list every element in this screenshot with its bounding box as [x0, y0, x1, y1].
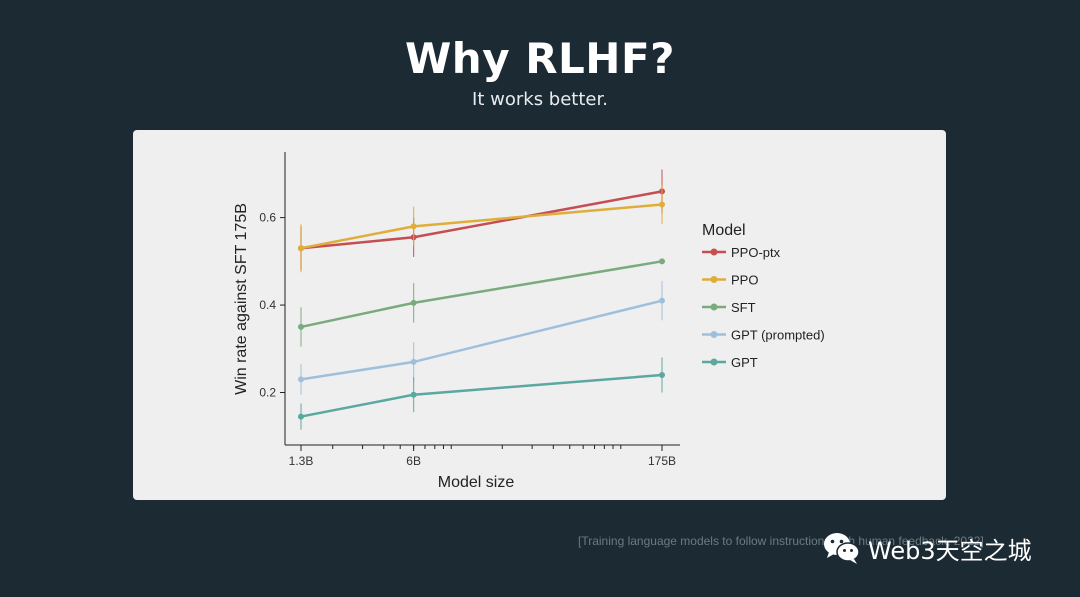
legend-item-ppo: PPO [702, 273, 758, 288]
win-rate-chart: 0.2 0.4 0.6 1.3B 6B 175B Model size Win rate… [233, 152, 825, 491]
watermark-text: Web3天空之城 [868, 536, 1032, 565]
watermark: Web3天空之城 [822, 530, 1032, 566]
data-point [298, 245, 304, 252]
x-minor-ticks [332, 445, 622, 449]
legend-label: GPT [731, 355, 758, 370]
x-tick-label: 6B [406, 454, 421, 468]
slide-title: Why RLHF? [404, 34, 676, 83]
series-gpt-prompted [298, 281, 665, 395]
legend: Model PPO-ptx PPO SFT GPT (prompted) GPT [702, 222, 825, 370]
legend-swatch-marker [710, 248, 718, 256]
series-line [300, 299, 663, 381]
data-point [659, 201, 665, 208]
data-point [659, 372, 665, 379]
data-point [410, 223, 417, 230]
legend-title: Model [702, 222, 746, 239]
legend-item-sft: SFT [702, 300, 756, 315]
series-layer [298, 169, 665, 430]
x-ticks: 1.3B 6B 175B [289, 445, 676, 468]
series-line [300, 373, 663, 418]
data-point [410, 358, 417, 365]
legend-swatch-marker [710, 303, 718, 311]
data-point [298, 413, 304, 420]
slide-subtitle: It works better. [472, 89, 608, 110]
legend-item-ppo-ptx: PPO-ptx [702, 245, 781, 260]
legend-swatch-marker [710, 331, 718, 338]
series-line [300, 203, 663, 250]
series-gpt [298, 357, 665, 430]
data-point [298, 323, 304, 330]
data-point [659, 258, 665, 265]
x-tick-label: 175B [648, 454, 676, 468]
data-point [410, 391, 417, 398]
series-ppo [298, 184, 665, 273]
y-tick-label: 0.6 [259, 211, 276, 225]
x-tick-label: 1.3B [289, 454, 314, 468]
y-tick-label: 0.2 [259, 386, 276, 400]
x-axis-label: Model size [438, 474, 515, 491]
legend-label: GPT (prompted) [731, 328, 825, 343]
legend-label: PPO-ptx [731, 245, 781, 260]
y-ticks: 0.2 0.4 0.6 [259, 211, 285, 400]
legend-label: PPO [731, 273, 758, 288]
citation: [Training language models to follow inst… [578, 534, 984, 548]
wechat-icon [824, 533, 860, 564]
y-tick-label: 0.4 [259, 298, 276, 312]
data-point [410, 299, 417, 306]
legend-label: SFT [731, 300, 756, 315]
legend-swatch-marker [710, 276, 718, 283]
legend-swatch-marker [710, 358, 718, 366]
data-point [298, 376, 304, 383]
series-sft [298, 258, 665, 347]
chart-card: 0.2 0.4 0.6 1.3B 6B 175B Model size Win rate… [133, 130, 946, 500]
legend-item-gpt: GPT [702, 355, 758, 370]
y-axis-label: Win rate against SFT 175B [233, 203, 250, 395]
data-point [659, 297, 665, 304]
legend-item-gpt-prompted: GPT (prompted) [702, 328, 825, 343]
series-line [300, 260, 663, 329]
